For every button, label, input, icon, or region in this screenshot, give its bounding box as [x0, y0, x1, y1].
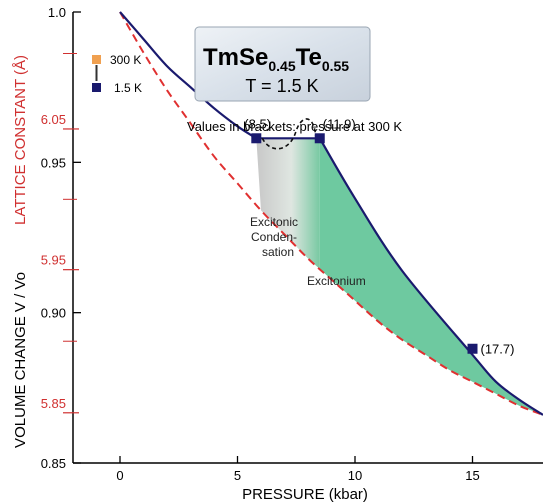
legend-label-1_5k: 1.5 K — [114, 81, 142, 95]
x-tick-label: 0 — [116, 468, 123, 483]
title-compound-base2: Te — [296, 44, 322, 71]
marker-label: (17.7) — [481, 342, 515, 357]
x-tick-label: 15 — [465, 468, 479, 483]
y-tick-label-red: 6.05 — [41, 112, 66, 127]
x-tick-label: 5 — [234, 468, 241, 483]
condensation-region — [256, 138, 320, 270]
legend: 300 K 1.5 K — [92, 53, 142, 95]
y-tick-label-black: 1.0 — [48, 5, 66, 20]
curve-300k — [119, 11, 543, 416]
region-label-condensation-line3: sation — [262, 245, 294, 259]
legend-label-300k: 300 K — [110, 53, 141, 67]
y-tick-label-red: 5.95 — [41, 253, 66, 268]
region-label-condensation-line1: Excitonic — [250, 215, 298, 229]
y-tick-label-black: 0.95 — [41, 155, 66, 170]
data-marker — [251, 133, 262, 144]
title-temperature: T = 1.5 K — [245, 76, 318, 96]
y-tick-label-black: 0.90 — [41, 306, 66, 321]
title-compound: TmSe0.45Te0.55 — [203, 44, 349, 74]
y-axis-title-black: VOLUME CHANGE V / Vo — [12, 272, 29, 448]
title-compound-base1: TmSe — [203, 44, 268, 71]
phase-regions — [256, 138, 543, 415]
curve-1_5k — [119, 11, 543, 416]
curves — [119, 11, 543, 416]
hysteresis-loop — [261, 118, 317, 150]
title-box-background — [194, 26, 371, 102]
title-compound-sub1: 0.45 — [268, 58, 295, 74]
region-label-condensation-line2: Conden- — [251, 230, 297, 244]
note-text: Values in brackets: pressure at 300 K — [187, 119, 402, 134]
data-marker — [314, 133, 325, 144]
data-marker — [467, 343, 478, 354]
marker-label: (11.9) — [323, 116, 356, 131]
y-axis-title-red: LATTICE CONSTANT (Å) — [12, 55, 29, 225]
x-axis-title: PRESSURE (kbar) — [242, 486, 368, 503]
title-compound-sub2: 0.55 — [322, 58, 349, 74]
legend-swatch-300k — [92, 55, 101, 64]
region-labels: Excitonic Conden- sation Excitonium — [250, 215, 366, 288]
marker-label: (8.5) — [244, 116, 271, 131]
x-tick-label: 10 — [348, 468, 362, 483]
legend-swatch-1_5k — [92, 83, 101, 92]
y-tick-label-black: 0.85 — [41, 456, 66, 471]
title-box: TmSe0.45Te0.55 T = 1.5 K — [194, 26, 371, 102]
excitonium-region — [319, 138, 543, 415]
region-label-excitonium: Excitonium — [307, 274, 366, 288]
markers: (8.5) (11.9) (17.7) — [244, 116, 514, 356]
y-tick-label-red: 5.85 — [41, 396, 66, 411]
